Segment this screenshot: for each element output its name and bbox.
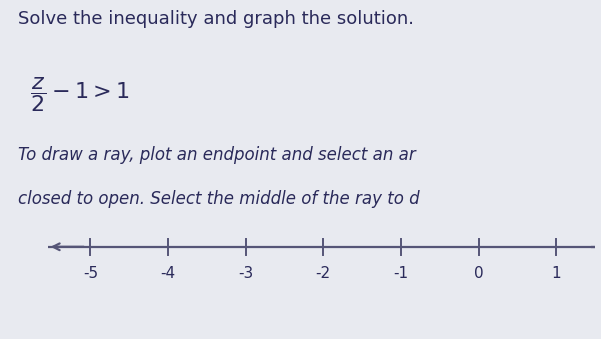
Text: 1: 1 xyxy=(551,266,561,281)
Text: -4: -4 xyxy=(160,266,175,281)
Text: -2: -2 xyxy=(316,266,331,281)
Text: To draw a ray, plot an endpoint and select an ar: To draw a ray, plot an endpoint and sele… xyxy=(18,146,416,164)
Text: -5: -5 xyxy=(83,266,98,281)
Text: -1: -1 xyxy=(394,266,409,281)
Text: 0: 0 xyxy=(474,266,483,281)
Text: closed to open. Select the middle of the ray to d: closed to open. Select the middle of the… xyxy=(18,190,419,208)
Text: -3: -3 xyxy=(238,266,253,281)
Text: $\dfrac{z}{2} - 1 > 1$: $\dfrac{z}{2} - 1 > 1$ xyxy=(30,75,130,114)
Text: Solve the inequality and graph the solution.: Solve the inequality and graph the solut… xyxy=(18,10,414,28)
